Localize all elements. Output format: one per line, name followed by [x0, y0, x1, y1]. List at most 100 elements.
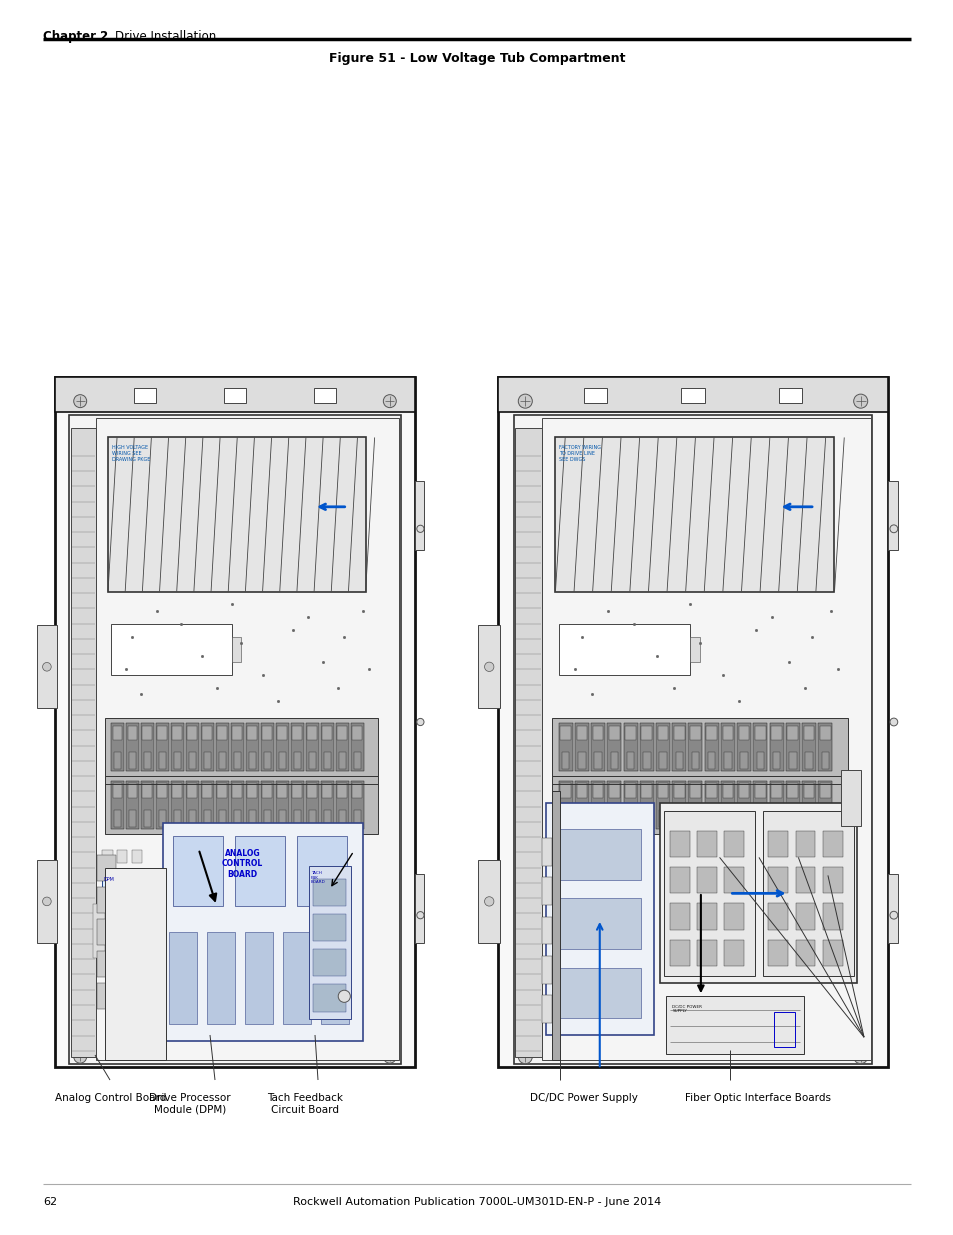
- Bar: [626, 752, 634, 769]
- Bar: [142, 726, 152, 740]
- Bar: [689, 636, 700, 662]
- Bar: [802, 726, 814, 740]
- Bar: [97, 983, 115, 1009]
- Bar: [594, 752, 601, 769]
- Bar: [189, 810, 195, 826]
- Bar: [224, 388, 246, 403]
- Bar: [737, 781, 750, 829]
- Circle shape: [484, 897, 494, 906]
- Bar: [720, 781, 734, 829]
- Bar: [552, 898, 640, 948]
- Bar: [111, 624, 232, 676]
- Bar: [233, 810, 240, 826]
- Bar: [320, 932, 348, 1024]
- Bar: [552, 829, 640, 879]
- Bar: [204, 752, 211, 769]
- Bar: [657, 726, 668, 740]
- Bar: [541, 916, 552, 945]
- Bar: [555, 437, 834, 592]
- Bar: [202, 726, 213, 740]
- Bar: [291, 781, 303, 829]
- Circle shape: [889, 525, 897, 532]
- Bar: [558, 781, 572, 829]
- Text: Analog Control Board: Analog Control Board: [55, 1093, 166, 1103]
- Text: Drive Processor
Module (DPM): Drive Processor Module (DPM): [149, 1093, 231, 1115]
- Bar: [575, 724, 588, 772]
- Bar: [578, 752, 585, 769]
- Text: Figure 51 - Low Voltage Tub Compartment: Figure 51 - Low Voltage Tub Compartment: [329, 52, 624, 65]
- Bar: [116, 850, 128, 863]
- Bar: [697, 830, 717, 857]
- Bar: [296, 836, 346, 905]
- Bar: [246, 724, 258, 772]
- Bar: [801, 724, 815, 772]
- Bar: [669, 940, 689, 966]
- Text: TACH
FBK
BOARD: TACH FBK BOARD: [311, 871, 325, 884]
- Bar: [738, 783, 749, 798]
- Text: DC/DC Power Supply: DC/DC Power Supply: [530, 1093, 638, 1103]
- Bar: [336, 783, 347, 798]
- Bar: [292, 726, 302, 740]
- Bar: [707, 752, 715, 769]
- Bar: [673, 726, 684, 740]
- Bar: [187, 726, 197, 740]
- Bar: [594, 810, 601, 826]
- Bar: [189, 752, 195, 769]
- Bar: [541, 839, 552, 866]
- Bar: [141, 781, 153, 829]
- Bar: [559, 783, 571, 798]
- Text: 62: 62: [43, 1197, 57, 1207]
- Bar: [172, 726, 182, 740]
- Bar: [157, 726, 167, 740]
- Bar: [821, 903, 841, 930]
- Bar: [623, 781, 637, 829]
- Circle shape: [372, 750, 386, 763]
- Bar: [753, 781, 766, 829]
- Bar: [278, 752, 285, 769]
- Bar: [786, 783, 798, 798]
- Bar: [278, 810, 285, 826]
- Bar: [795, 903, 815, 930]
- Bar: [795, 940, 815, 966]
- Bar: [415, 480, 423, 550]
- Bar: [639, 781, 653, 829]
- Bar: [680, 388, 704, 403]
- Bar: [756, 810, 763, 826]
- Bar: [767, 830, 787, 857]
- Bar: [545, 804, 653, 1035]
- Bar: [607, 781, 620, 829]
- Bar: [155, 724, 169, 772]
- Bar: [591, 781, 604, 829]
- Bar: [264, 810, 271, 826]
- Bar: [786, 726, 798, 740]
- Bar: [141, 724, 153, 772]
- Bar: [707, 810, 715, 826]
- Bar: [97, 951, 115, 977]
- Bar: [705, 726, 717, 740]
- Bar: [277, 783, 287, 798]
- Bar: [762, 810, 853, 976]
- Bar: [55, 377, 415, 411]
- Circle shape: [889, 911, 897, 919]
- Bar: [626, 810, 634, 826]
- Bar: [217, 783, 227, 798]
- Circle shape: [889, 718, 897, 726]
- Bar: [497, 377, 887, 1067]
- Bar: [335, 781, 348, 829]
- Bar: [720, 724, 734, 772]
- Bar: [818, 724, 831, 772]
- Bar: [142, 783, 152, 798]
- Bar: [114, 810, 121, 826]
- Bar: [218, 810, 226, 826]
- Bar: [336, 726, 347, 740]
- Bar: [97, 919, 115, 945]
- Bar: [610, 810, 618, 826]
- Bar: [561, 810, 569, 826]
- Bar: [675, 810, 682, 826]
- Bar: [541, 877, 552, 905]
- Bar: [772, 752, 780, 769]
- Bar: [818, 781, 831, 829]
- Bar: [821, 867, 841, 893]
- Bar: [552, 776, 846, 834]
- Bar: [697, 940, 717, 966]
